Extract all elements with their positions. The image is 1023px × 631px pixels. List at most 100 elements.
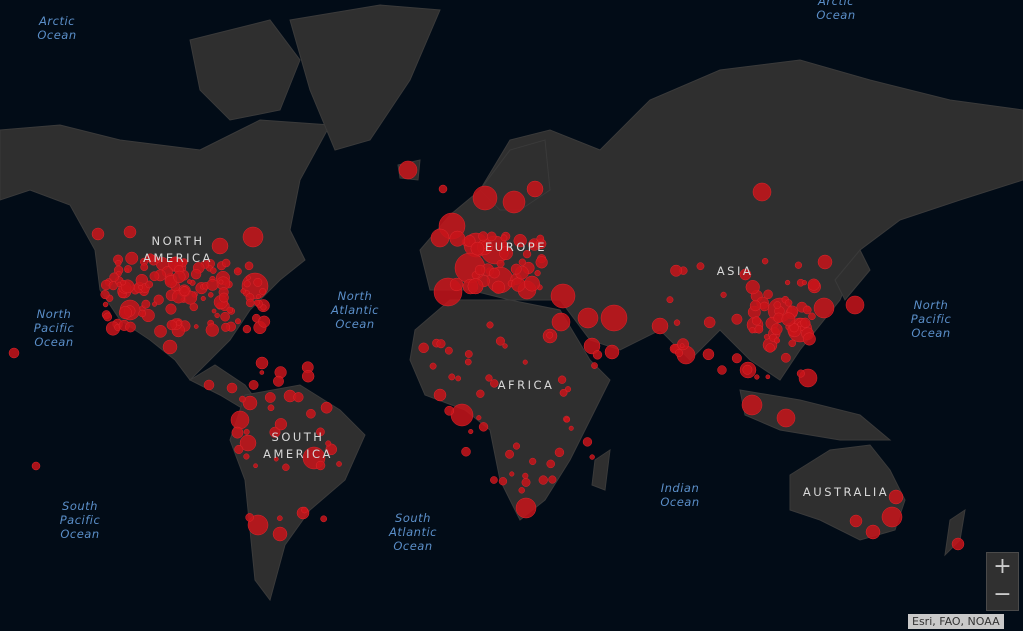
case-marker[interactable]: [770, 323, 783, 335]
case-marker[interactable]: [269, 426, 281, 438]
case-marker[interactable]: [125, 251, 139, 265]
case-marker[interactable]: [243, 280, 251, 288]
case-marker[interactable]: [230, 410, 250, 430]
case-marker[interactable]: [538, 475, 548, 485]
case-marker[interactable]: [495, 336, 505, 346]
case-marker[interactable]: [91, 227, 105, 241]
case-marker[interactable]: [211, 308, 217, 314]
case-marker[interactable]: [551, 312, 571, 332]
case-marker[interactable]: [702, 348, 715, 361]
case-marker[interactable]: [509, 471, 515, 477]
case-marker[interactable]: [749, 300, 761, 312]
case-marker[interactable]: [149, 271, 160, 282]
case-marker[interactable]: [273, 456, 279, 462]
case-marker[interactable]: [219, 292, 229, 303]
case-marker[interactable]: [489, 267, 500, 279]
case-marker[interactable]: [776, 408, 796, 428]
case-marker[interactable]: [152, 301, 158, 307]
case-marker[interactable]: [450, 403, 474, 427]
case-marker[interactable]: [845, 295, 865, 315]
case-marker[interactable]: [550, 283, 576, 309]
case-marker[interactable]: [444, 346, 453, 355]
case-marker[interactable]: [666, 296, 674, 304]
case-marker[interactable]: [100, 289, 110, 300]
zoom-in-button[interactable]: +: [993, 554, 1012, 579]
case-marker[interactable]: [418, 342, 429, 354]
case-marker[interactable]: [154, 324, 167, 338]
case-marker[interactable]: [293, 392, 304, 403]
case-marker[interactable]: [301, 506, 308, 514]
case-marker[interactable]: [731, 353, 742, 364]
case-marker[interactable]: [703, 316, 716, 329]
case-marker[interactable]: [600, 304, 628, 332]
case-marker[interactable]: [267, 404, 275, 412]
case-marker[interactable]: [476, 415, 482, 421]
case-marker[interactable]: [498, 477, 508, 486]
case-marker[interactable]: [444, 405, 455, 416]
case-marker[interactable]: [731, 313, 743, 325]
case-marker[interactable]: [264, 392, 276, 403]
case-marker[interactable]: [749, 327, 756, 334]
case-marker[interactable]: [118, 306, 132, 320]
case-marker[interactable]: [463, 235, 476, 247]
case-marker[interactable]: [253, 299, 260, 306]
case-marker[interactable]: [500, 234, 508, 242]
case-marker[interactable]: [502, 190, 526, 214]
case-marker[interactable]: [554, 447, 565, 458]
case-marker[interactable]: [190, 268, 202, 280]
case-marker[interactable]: [518, 258, 526, 266]
case-marker[interactable]: [742, 364, 753, 375]
case-marker[interactable]: [696, 262, 705, 271]
case-marker[interactable]: [546, 331, 554, 339]
case-marker[interactable]: [234, 444, 244, 454]
case-marker[interactable]: [242, 395, 258, 411]
case-marker[interactable]: [461, 446, 471, 457]
case-marker[interactable]: [670, 264, 683, 277]
case-marker[interactable]: [496, 259, 505, 268]
case-marker[interactable]: [604, 344, 620, 360]
case-marker[interactable]: [591, 362, 598, 369]
case-marker[interactable]: [231, 426, 244, 439]
case-marker[interactable]: [205, 323, 219, 337]
case-marker[interactable]: [244, 261, 254, 271]
case-marker[interactable]: [448, 373, 456, 381]
case-marker[interactable]: [200, 296, 206, 302]
case-marker[interactable]: [679, 343, 685, 348]
case-marker[interactable]: [717, 365, 727, 375]
case-marker[interactable]: [208, 292, 214, 298]
case-marker[interactable]: [739, 268, 752, 281]
case-marker[interactable]: [513, 234, 527, 248]
case-marker[interactable]: [521, 477, 531, 487]
case-marker[interactable]: [325, 440, 332, 447]
case-marker[interactable]: [476, 389, 485, 398]
case-marker[interactable]: [577, 307, 599, 329]
case-marker[interactable]: [436, 339, 446, 349]
case-marker[interactable]: [784, 279, 791, 286]
case-marker[interactable]: [242, 324, 252, 334]
case-marker[interactable]: [592, 350, 603, 360]
case-marker[interactable]: [785, 299, 793, 307]
case-marker[interactable]: [888, 489, 904, 505]
case-marker[interactable]: [759, 301, 770, 312]
case-marker[interactable]: [673, 319, 681, 326]
case-marker[interactable]: [522, 249, 532, 259]
case-marker[interactable]: [115, 259, 122, 267]
case-marker[interactable]: [774, 337, 781, 344]
case-marker[interactable]: [781, 312, 796, 327]
case-marker[interactable]: [320, 515, 328, 523]
case-marker[interactable]: [138, 284, 144, 290]
case-marker[interactable]: [745, 280, 760, 295]
case-marker[interactable]: [103, 312, 113, 322]
case-marker[interactable]: [802, 305, 812, 315]
case-marker[interactable]: [455, 375, 462, 382]
case-marker[interactable]: [243, 428, 250, 435]
case-marker[interactable]: [274, 418, 288, 431]
case-marker[interactable]: [808, 312, 816, 321]
case-marker[interactable]: [464, 358, 472, 366]
case-marker[interactable]: [220, 311, 230, 322]
case-marker[interactable]: [123, 225, 137, 239]
zoom-out-button[interactable]: −: [993, 582, 1012, 607]
case-marker[interactable]: [536, 234, 545, 243]
case-marker[interactable]: [486, 231, 497, 242]
case-marker[interactable]: [173, 270, 186, 284]
